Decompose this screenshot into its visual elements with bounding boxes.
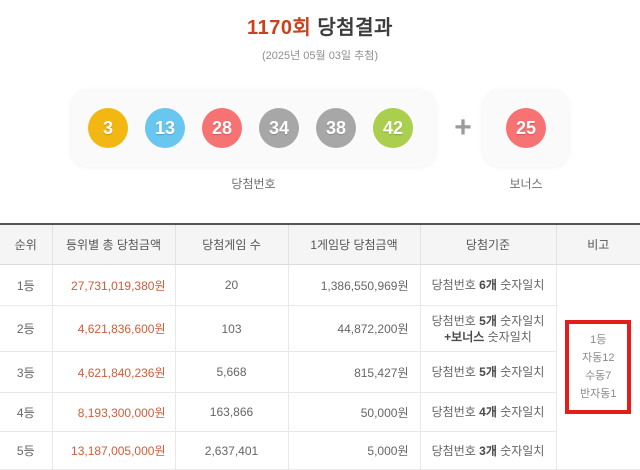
total-prize-cell: 4,621,840,236원 <box>51 351 175 393</box>
lotto-ball-6: 42 <box>373 108 413 148</box>
games-cell: 20 <box>174 264 288 306</box>
per-game-prize-cell: 1,386,550,969원 <box>287 264 420 306</box>
per-game-prize-cell: 815,427원 <box>287 351 420 393</box>
criteria-cell: 당첨번호 5개 숫자일치 +보너스 숫자일치 <box>419 305 556 352</box>
draw-round: 1170회 <box>247 17 312 39</box>
prize-table-header-row: 순위 등위별 총 당첨금액 당첨게임 수 1게임당 당첨금액 당첨기준 비고 <box>0 224 640 265</box>
lotto-ball-2: 13 <box>145 108 185 148</box>
winning-balls-panel: 3 13 28 34 38 42 <box>70 89 437 167</box>
note-line: 자동12 <box>582 352 615 364</box>
per-game-prize-cell: 5,000원 <box>287 431 420 470</box>
rank-cell: 1등 <box>0 264 52 306</box>
col-header-remarks: 비고 <box>555 224 640 265</box>
rank-cell: 5등 <box>0 431 52 470</box>
lotto-ball-3: 28 <box>202 108 242 148</box>
plus-icon: + <box>454 111 472 144</box>
games-cell: 5,668 <box>174 351 288 393</box>
games-cell: 2,637,401 <box>174 431 288 470</box>
note-line: 1등 <box>590 334 607 346</box>
table-row-rank1: 1등 27,731,019,380원 20 1,386,550,969원 당첨번… <box>0 264 640 470</box>
col-header-rank: 순위 <box>0 224 52 265</box>
per-game-prize-cell: 50,000원 <box>287 392 420 432</box>
criteria-cell: 당첨번호 3개 숫자일치 <box>419 431 556 470</box>
rank-cell: 4등 <box>0 392 52 432</box>
bonus-ball: 25 <box>506 108 546 148</box>
bonus-label: 보너스 <box>509 177 543 191</box>
table-row-rank2: 2등 4,621,836,600원 103 44,872,200원 당첨번호 5… <box>0 305 640 352</box>
table-row-rank3: 3등 4,621,840,236원 5,668 815,427원 당첨번호 5개… <box>0 351 640 393</box>
title-text: 당첨결과 <box>317 17 393 39</box>
total-prize-cell: 4,621,836,600원 <box>51 305 175 352</box>
total-prize-cell: 13,187,005,000원 <box>51 431 175 470</box>
total-prize-cell: 8,193,300,000원 <box>51 392 175 432</box>
per-game-prize-cell: 44,872,200원 <box>287 305 420 352</box>
remarks-cell: 1등 자동12 수동7 반자동1 <box>555 264 640 470</box>
note-line: 반자동1 <box>580 388 617 400</box>
criteria-cell: 당첨번호 4개 숫자일치 <box>419 392 556 432</box>
lotto-ball-5: 38 <box>316 108 356 148</box>
lotto-ball-4: 34 <box>259 108 299 148</box>
table-row-rank5: 5등 13,187,005,000원 2,637,401 5,000원 당첨번호… <box>0 431 640 470</box>
criteria-cell: 당첨번호 6개 숫자일치 <box>419 264 556 306</box>
col-header-winning-games: 당첨게임 수 <box>174 224 288 265</box>
note-line: 수동7 <box>585 370 612 382</box>
criteria-cell: 당첨번호 5개 숫자일치 <box>419 351 556 393</box>
games-cell: 103 <box>174 305 288 352</box>
total-prize-cell: 27,731,019,380원 <box>51 264 175 306</box>
prize-table: 순위 등위별 총 당첨금액 당첨게임 수 1게임당 당첨금액 당첨기준 비고 1… <box>0 223 640 470</box>
first-prize-method-highlight-box: 1등 자동12 수동7 반자동1 <box>565 320 632 414</box>
rank-cell: 2등 <box>0 305 52 352</box>
col-header-criteria: 당첨기준 <box>419 224 556 265</box>
page-title: 1170회 당첨결과 <box>0 0 640 40</box>
draw-date: (2025년 05월 03일 추첨) <box>261 50 379 62</box>
bonus-ball-panel: 25 <box>482 89 570 167</box>
lotto-ball-1: 3 <box>88 108 128 148</box>
games-cell: 163,866 <box>174 392 288 432</box>
rank-cell: 3등 <box>0 351 52 393</box>
col-header-prize-per-game: 1게임당 당첨금액 <box>287 224 420 265</box>
winning-numbers-label: 당첨번호 <box>231 177 276 191</box>
col-header-total-prize: 등위별 총 당첨금액 <box>51 224 175 265</box>
winning-numbers-section: 3 13 28 34 38 42 + 25 당첨번호 보너스 <box>0 89 640 194</box>
table-row-rank4: 4등 8,193,300,000원 163,866 50,000원 당첨번호 4… <box>0 392 640 432</box>
